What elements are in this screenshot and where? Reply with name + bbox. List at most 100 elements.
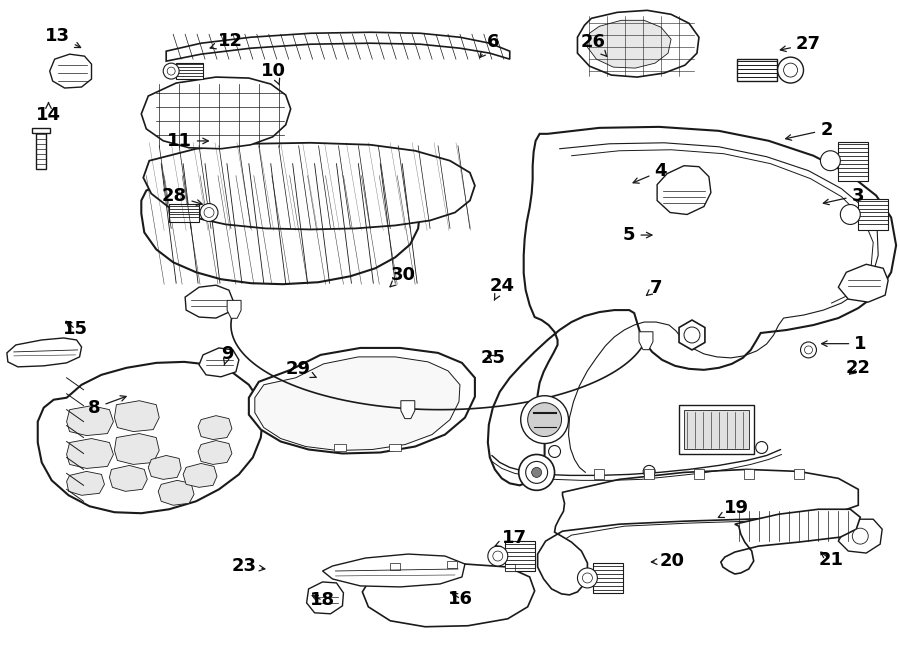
Polygon shape bbox=[169, 204, 199, 223]
Text: 12: 12 bbox=[211, 32, 243, 50]
Text: 13: 13 bbox=[45, 26, 81, 48]
Polygon shape bbox=[199, 348, 238, 377]
Polygon shape bbox=[110, 465, 148, 491]
Polygon shape bbox=[307, 582, 344, 614]
Polygon shape bbox=[143, 143, 475, 229]
Polygon shape bbox=[38, 362, 263, 513]
Text: 1: 1 bbox=[822, 334, 867, 353]
Polygon shape bbox=[743, 469, 753, 479]
Bar bbox=[679, 405, 753, 455]
Circle shape bbox=[800, 342, 816, 358]
Circle shape bbox=[493, 551, 503, 561]
Text: 17: 17 bbox=[495, 529, 527, 547]
Circle shape bbox=[778, 57, 804, 83]
Circle shape bbox=[200, 204, 218, 221]
Circle shape bbox=[167, 67, 176, 75]
Circle shape bbox=[204, 208, 214, 217]
Text: 22: 22 bbox=[845, 359, 870, 377]
Polygon shape bbox=[593, 563, 624, 593]
Polygon shape bbox=[737, 59, 777, 81]
Polygon shape bbox=[657, 166, 711, 214]
Polygon shape bbox=[839, 519, 882, 553]
Polygon shape bbox=[248, 348, 475, 453]
Polygon shape bbox=[390, 444, 401, 451]
Polygon shape bbox=[176, 63, 203, 79]
Circle shape bbox=[163, 63, 179, 79]
Circle shape bbox=[578, 568, 598, 588]
Polygon shape bbox=[794, 469, 804, 479]
Polygon shape bbox=[198, 440, 232, 465]
Circle shape bbox=[841, 204, 860, 225]
Polygon shape bbox=[594, 469, 604, 479]
Polygon shape bbox=[67, 438, 113, 469]
Polygon shape bbox=[185, 285, 233, 318]
Text: 16: 16 bbox=[448, 590, 473, 608]
Text: 28: 28 bbox=[161, 186, 202, 206]
Polygon shape bbox=[335, 444, 346, 451]
Text: 21: 21 bbox=[818, 551, 843, 568]
Polygon shape bbox=[114, 401, 159, 432]
Polygon shape bbox=[141, 77, 291, 149]
Text: 25: 25 bbox=[481, 349, 506, 367]
Polygon shape bbox=[67, 471, 104, 495]
Polygon shape bbox=[255, 357, 460, 451]
Circle shape bbox=[532, 467, 542, 477]
Circle shape bbox=[582, 573, 592, 583]
Circle shape bbox=[852, 528, 868, 544]
Polygon shape bbox=[588, 20, 671, 68]
Polygon shape bbox=[141, 161, 420, 284]
Text: 15: 15 bbox=[63, 320, 88, 338]
Text: 18: 18 bbox=[310, 592, 336, 609]
Polygon shape bbox=[166, 32, 509, 61]
Bar bbox=[684, 410, 749, 449]
Text: 27: 27 bbox=[780, 35, 821, 53]
Text: 8: 8 bbox=[88, 396, 126, 417]
Polygon shape bbox=[578, 11, 699, 77]
Text: 2: 2 bbox=[786, 121, 833, 140]
Polygon shape bbox=[198, 416, 232, 440]
Circle shape bbox=[549, 446, 561, 457]
Polygon shape bbox=[537, 469, 859, 595]
Circle shape bbox=[521, 396, 569, 444]
Text: 6: 6 bbox=[480, 33, 500, 58]
Polygon shape bbox=[839, 142, 868, 180]
Text: 7: 7 bbox=[646, 279, 662, 297]
Circle shape bbox=[518, 455, 554, 490]
Text: 5: 5 bbox=[623, 226, 652, 244]
Polygon shape bbox=[158, 481, 194, 505]
Text: 9: 9 bbox=[221, 344, 234, 366]
Polygon shape bbox=[505, 564, 515, 571]
Circle shape bbox=[784, 63, 797, 77]
Polygon shape bbox=[183, 463, 217, 487]
Polygon shape bbox=[50, 54, 92, 88]
Text: 20: 20 bbox=[652, 552, 685, 570]
Circle shape bbox=[756, 442, 768, 453]
Circle shape bbox=[644, 465, 655, 477]
Polygon shape bbox=[505, 541, 535, 571]
Text: 19: 19 bbox=[718, 499, 750, 518]
Polygon shape bbox=[391, 563, 401, 570]
Text: 3: 3 bbox=[824, 186, 864, 205]
Polygon shape bbox=[694, 469, 704, 479]
Polygon shape bbox=[148, 455, 181, 479]
Circle shape bbox=[684, 327, 700, 343]
Polygon shape bbox=[363, 564, 535, 627]
Text: 10: 10 bbox=[261, 61, 286, 85]
Polygon shape bbox=[644, 469, 654, 479]
Polygon shape bbox=[839, 264, 888, 302]
Polygon shape bbox=[32, 128, 50, 133]
Polygon shape bbox=[679, 320, 705, 350]
Circle shape bbox=[526, 461, 547, 483]
Text: 29: 29 bbox=[285, 360, 316, 377]
Text: 23: 23 bbox=[231, 557, 265, 575]
Circle shape bbox=[488, 546, 508, 566]
Polygon shape bbox=[447, 561, 457, 568]
Polygon shape bbox=[488, 127, 896, 485]
Polygon shape bbox=[36, 131, 46, 169]
Text: 30: 30 bbox=[390, 266, 416, 287]
Polygon shape bbox=[400, 401, 415, 418]
Polygon shape bbox=[114, 434, 159, 465]
Text: 4: 4 bbox=[633, 162, 667, 183]
Polygon shape bbox=[67, 406, 113, 436]
Circle shape bbox=[821, 151, 841, 171]
